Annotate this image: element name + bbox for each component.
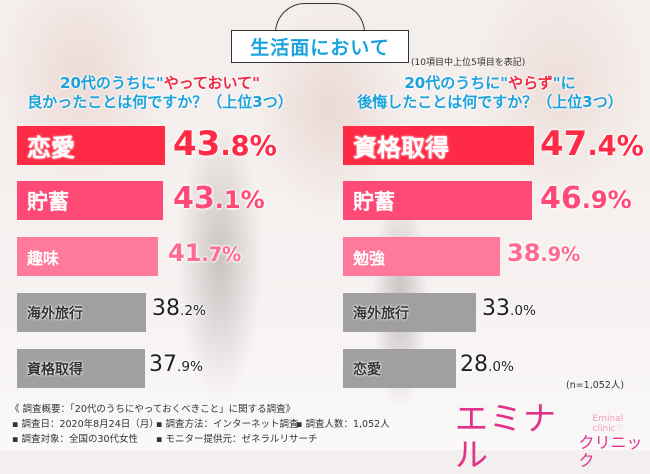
title-note: (10項目中上位5項目を表記) [411,58,526,68]
bar-value: 46.9% [540,181,632,216]
question-right-line2: 後悔したことは何ですか？（上位3つ） [357,93,623,111]
survey-provider: ▪ モニター提供元：ゼネラルリサーチ [156,434,318,445]
question-right-highlight: やらず [508,74,553,92]
bar-left-4: 海外旅行 [17,293,146,332]
bar-left-2: 貯蓄 [17,181,163,220]
bar-label: 勉強 [353,248,386,268]
question-left-line2: 良かったことは何ですか？（上位3つ） [27,93,293,111]
bar-value: 28.0% [460,352,514,377]
bar-label: 恋愛 [27,134,75,162]
bar-label: 貯蓄 [353,189,395,214]
bar-right-5: 恋愛 [343,349,456,388]
bar-value: 37.9% [149,352,203,377]
clinic-logo: エミナル Eminal clinic♡ クリニック [455,401,650,473]
question-right-suffix: "に [552,74,576,92]
sample-size: (n=1,052人) [566,380,625,391]
bar-label: 資格取得 [353,134,449,162]
question-left-highlight: やっておいて [163,74,253,92]
question-right: 20代のうちに"やらず"に 後悔したことは何ですか？（上位3つ） [340,74,640,112]
bar-right-3: 勉強 [343,237,500,276]
bar-label: 趣味 [27,248,60,268]
bar-left-3: 趣味 [17,237,158,276]
logo-en: Eminal clinic♡ [592,414,624,434]
bar-label: 海外旅行 [353,305,409,322]
survey-method: ▪ 調査方法：インターネット調査 [156,419,299,430]
survey-target: ▪ 調査対象：全国の30代女性 [12,434,139,445]
bar-label: 恋愛 [353,361,381,378]
survey-summary-title: 《 調査概要：「20代のうちにやっておくべきこと」に関する調査》 [10,404,296,415]
bar-value: 33.0% [482,296,536,321]
bar-value: 41.7% [168,239,242,267]
bar-value: 47.4% [540,124,644,164]
bar-left-5: 資格取得 [17,349,145,388]
question-left-prefix: 20代のうちに" [60,74,164,92]
page-title: 生活面において [250,37,390,59]
survey-count: ▪ 調査人数：1,052人 [296,419,390,430]
bar-left-1: 恋愛 [17,126,165,165]
logo-kata: クリニック [578,433,643,470]
bar-value: 38.2% [152,296,206,321]
question-left: 20代のうちに"やっておいて" 良かったことは何ですか？（上位3つ） [10,74,310,112]
bar-label: 資格取得 [27,361,83,378]
title-arch-decoration [275,3,365,33]
bar-right-1: 資格取得 [343,126,534,165]
survey-date: ▪ 調査日：2020年8月24日（月） [12,419,159,430]
question-left-suffix: " [252,74,260,92]
bar-label: 貯蓄 [27,189,69,214]
question-right-prefix: 20代のうちに" [404,74,509,92]
title-box: 生活面において [231,30,409,63]
logo-main: エミナル [455,399,557,474]
bar-value: 43.1% [173,181,265,216]
bar-value: 43.8% [173,124,277,164]
bar-value: 38.9% [507,239,581,267]
bar-right-2: 貯蓄 [343,181,532,220]
bar-label: 海外旅行 [27,305,83,322]
bar-right-4: 海外旅行 [343,293,476,332]
